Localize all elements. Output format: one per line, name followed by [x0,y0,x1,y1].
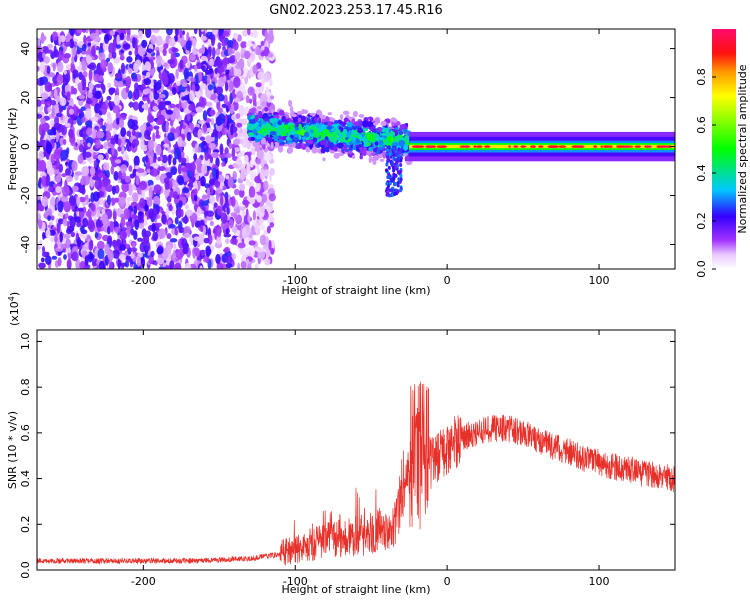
y-tick-label: -40 [19,236,32,254]
snr-y-scale-label: (x104) [7,292,21,326]
x-tick-label: 100 [589,575,610,588]
figure-title: GN02.2023.253.17.45.R16 [269,3,443,18]
y-tick-label: 20 [19,91,32,105]
y-tick-label: 0.4 [19,470,32,488]
snr-series-line [37,381,675,566]
y-tick-label: 0.0 [19,561,32,579]
colorbar-tick-label: 0.4 [695,164,708,182]
y-tick-label: 0.8 [19,378,32,396]
x-tick-label: 0 [444,575,451,588]
colorbar-ticks: 0.0 0.2 0.4 0.6 0.8 [695,68,716,278]
snr-y-axis-label: SNR (10 * v/v) [6,411,19,489]
spectrogram-y-axis-label: Frequency (Hz) [6,108,19,191]
spectrogram-plot-area [37,29,675,269]
colorbar-label: Normalized spectral amplitude [736,64,749,233]
colorbar-tick-label: 0.8 [695,68,708,86]
spectrogram-noise-region [37,29,276,269]
colorbar-tick-label: 0.6 [695,116,708,134]
snr-frame [36,329,676,571]
x-tick-label: -200 [131,575,156,588]
colorbar [712,29,736,269]
spectrogram-frame [36,28,676,270]
x-tick-label: -100 [283,575,308,588]
y-tick-label: 0.6 [19,424,32,442]
snr-y-ticks: 0.0 0.2 0.4 0.6 0.8 1.0 [19,333,675,579]
y-tick-label: 40 [19,42,32,56]
spectrogram-y-ticks: -40 -20 0 20 40 [19,42,675,254]
x-tick-label: 0 [444,274,451,287]
spectrogram-x-axis-label: Height of straight line (km) [281,284,430,297]
colorbar-tick-label: 0.2 [695,212,708,230]
colorbar-tick-label: 0.0 [695,260,708,278]
spectrogram-x-ticks: -200 -100 0 100 [131,29,610,287]
spectrogram-chaotic-echo [246,99,413,198]
spectrogram-coherent-line [409,131,675,162]
x-tick-label: -100 [283,274,308,287]
x-tick-label: 100 [589,274,610,287]
y-tick-label: 1.0 [19,333,32,351]
y-tick-label: 0.2 [19,516,32,534]
y-tick-label: 0 [19,143,32,150]
snr-x-ticks: -200 -100 0 100 [131,330,610,588]
x-tick-label: -200 [131,274,156,287]
snr-plot-area [37,381,675,566]
snr-panel: -200 -100 0 100 0.0 0.2 0.4 0.6 0.8 1.0 Height o… [6,292,676,596]
y-tick-label: -20 [19,187,32,205]
snr-x-axis-label: Height of straight line (km) [281,583,430,596]
